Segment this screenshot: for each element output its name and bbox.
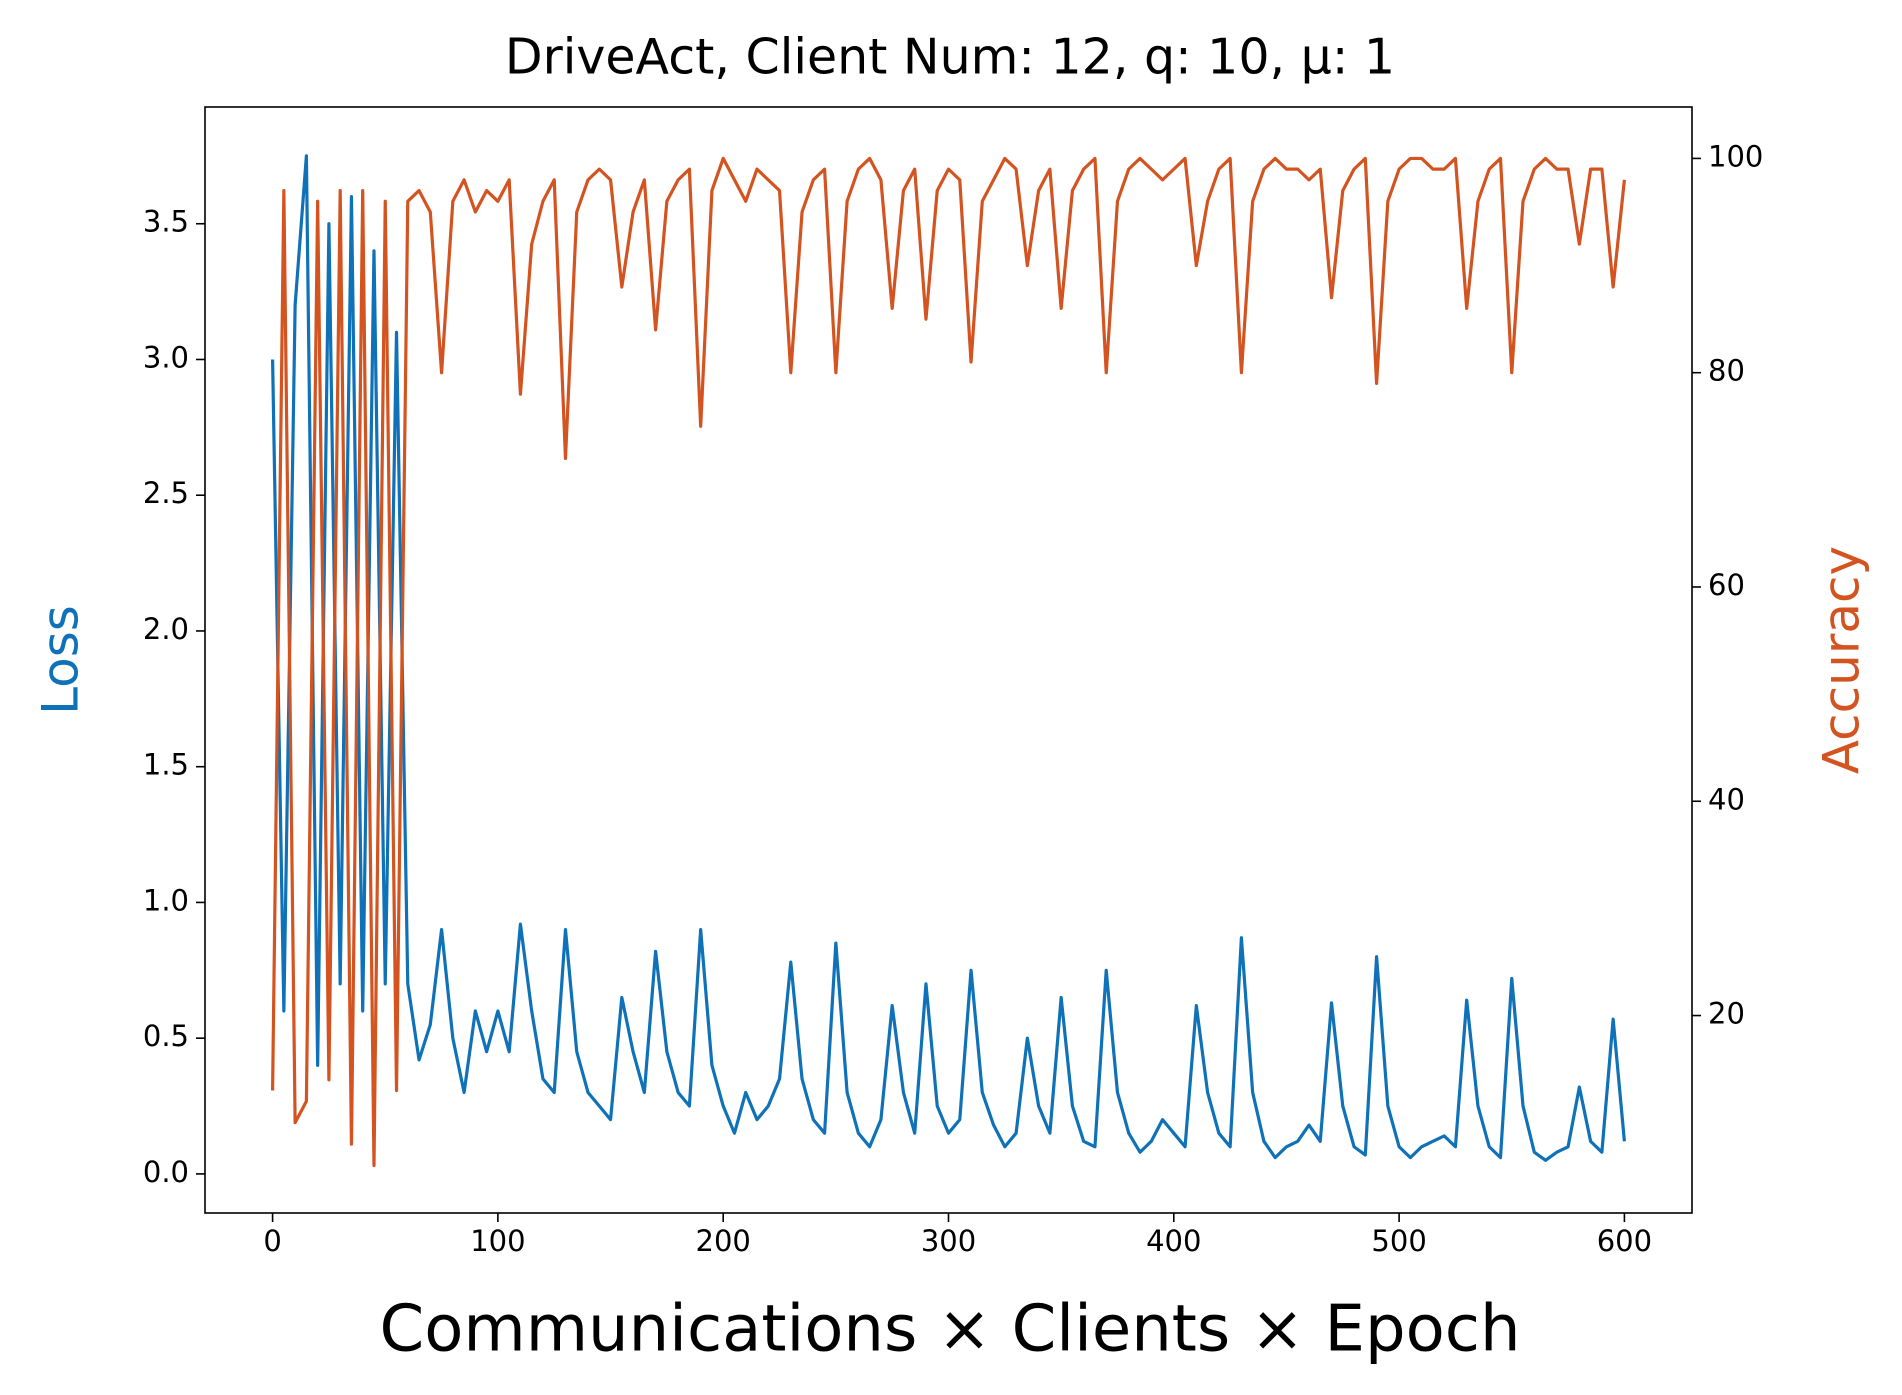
y2-tick-label: 80 [1708,354,1745,388]
y-tick-label: 0.5 [143,1019,189,1053]
x-tick-label: 200 [696,1224,751,1258]
x-tick-label: 300 [921,1224,976,1258]
y-axis-label: Loss [32,605,90,715]
y2-axis-label: Accuracy [1813,546,1871,774]
series-line [270,156,1627,1168]
chart-title: DriveAct, Client Num: 12, q: 10, μ: 1 [505,29,1395,86]
y-tick-label: 1.5 [143,748,189,782]
y-tick-label: 2.5 [143,476,189,510]
y-tick-label: 3.5 [143,205,189,239]
x-tick-label: 600 [1597,1224,1652,1258]
y2-tick-label: 100 [1708,139,1763,173]
plot-frame [204,106,1693,1214]
y2-tick-label: 60 [1708,568,1745,602]
x-tick-label: 500 [1371,1224,1426,1258]
x-tick-label: 400 [1146,1224,1201,1258]
x-tick-label: 0 [263,1224,281,1258]
y-tick-label: 0.0 [143,1155,189,1189]
y2-tick-label: 40 [1708,782,1745,816]
y-tick-label: 3.0 [143,340,189,374]
x-axis-label: Communications × Clients × Epoch [380,1293,1521,1367]
series-line [270,154,1627,1162]
y2-tick-label: 20 [1708,997,1745,1031]
y-tick-label: 1.0 [143,883,189,917]
x-tick-label: 100 [470,1224,525,1258]
y-tick-label: 2.0 [143,612,189,646]
